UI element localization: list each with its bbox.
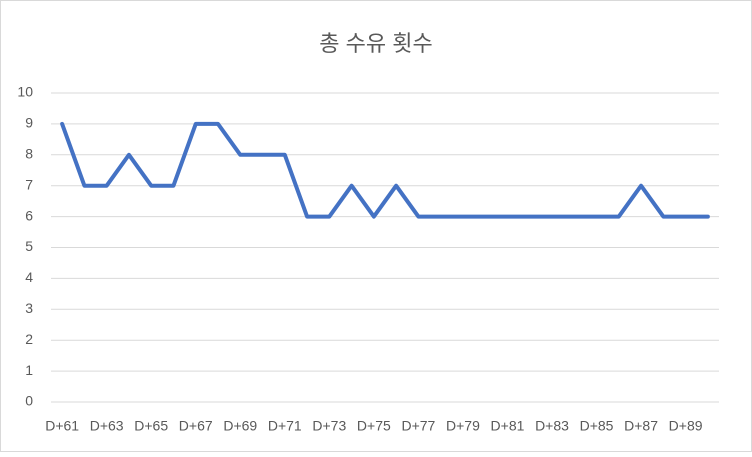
x-tick-label: D+67	[179, 418, 213, 434]
y-tick-label: 0	[25, 393, 33, 409]
y-tick-label: 7	[25, 176, 33, 192]
x-tick-label: D+69	[223, 418, 257, 434]
x-tick-label: D+71	[268, 418, 302, 434]
y-tick-label: 6	[25, 207, 33, 223]
y-tick-label: 1	[25, 362, 33, 378]
y-tick-label: 2	[25, 331, 33, 347]
line-series	[60, 121, 710, 219]
chart-title: 총 수유 횟수	[319, 31, 432, 56]
y-tick-label: 5	[25, 238, 33, 254]
y-tick-label: 3	[25, 300, 33, 316]
x-tick-label: D+63	[90, 418, 124, 434]
y-tick-label: 10	[17, 84, 33, 100]
x-tick-label: D+87	[624, 418, 658, 434]
x-tick-label: D+89	[669, 418, 703, 434]
x-tick-label: D+85	[580, 418, 614, 434]
y-tick-label: 9	[25, 115, 33, 131]
y-tick-label: 8	[25, 146, 33, 162]
x-tick-label: D+77	[401, 418, 435, 434]
x-tick-label: D+83	[535, 418, 569, 434]
y-tick-label: 4	[25, 269, 33, 285]
x-tick-label: D+81	[491, 418, 525, 434]
x-tick-label: D+61	[45, 418, 79, 434]
x-tick-label: D+79	[446, 418, 480, 434]
x-tick-label: D+73	[312, 418, 346, 434]
x-tick-label: D+65	[134, 418, 168, 434]
x-tick-label: D+75	[357, 418, 391, 434]
